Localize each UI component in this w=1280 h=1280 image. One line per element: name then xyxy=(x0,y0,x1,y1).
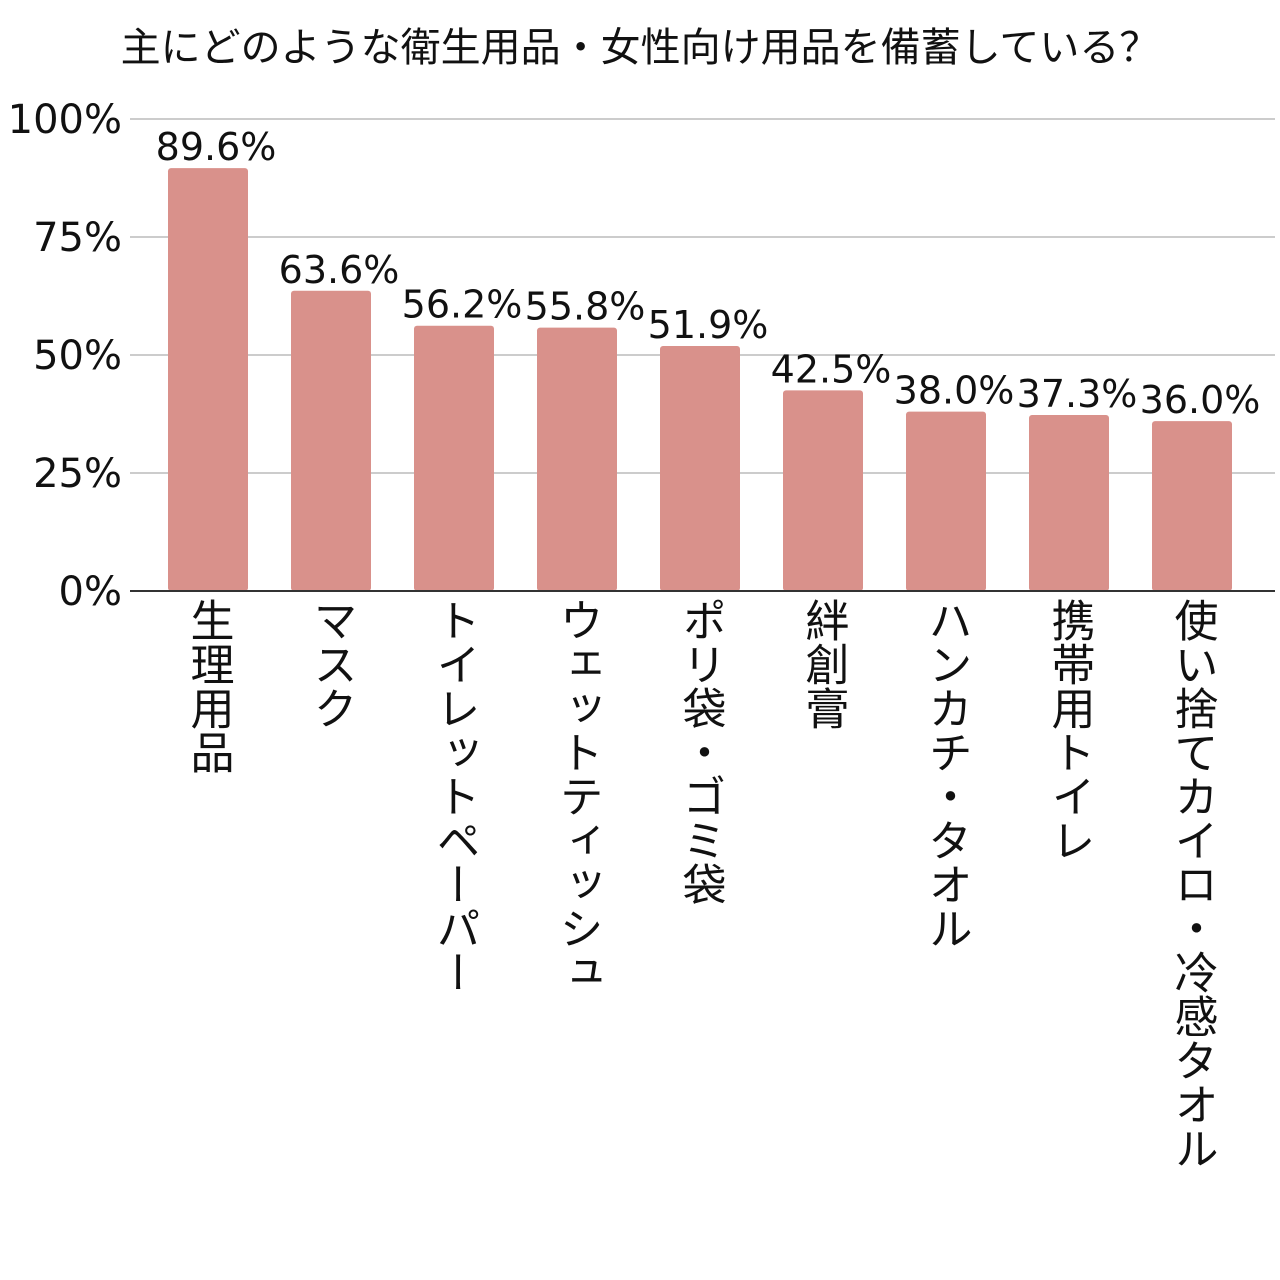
data-label: 37.3% xyxy=(1017,372,1138,416)
y-tick-label: 75% xyxy=(33,215,122,261)
data-label: 42.5% xyxy=(771,347,892,391)
y-tick-label: 100% xyxy=(8,97,122,143)
bar xyxy=(783,390,863,591)
category-label: 使い捨てカイロ・冷感タオル xyxy=(1167,598,1219,1170)
bar xyxy=(414,325,494,591)
category-label: 絆創膏 xyxy=(798,598,849,730)
y-axis-ticks: 0% 25% 50% 75% 100% xyxy=(8,97,122,615)
bar xyxy=(660,346,740,591)
category-label: トイレットペーパー xyxy=(429,598,480,994)
bar xyxy=(906,411,986,591)
category-label: ハンカチ・タオル xyxy=(921,598,972,950)
data-label: 51.9% xyxy=(648,303,769,347)
category-label: 生理用品 xyxy=(183,598,234,774)
category-label: ポリ袋・ゴミ袋 xyxy=(675,598,726,906)
data-label: 38.0% xyxy=(894,369,1015,413)
data-label: 56.2% xyxy=(402,283,523,327)
category-label: ウェットティッシュ xyxy=(552,598,603,994)
bar xyxy=(168,168,248,591)
data-labels: 89.6% 63.6%56.2% 55.8% 51.9%42.5% 38.0% 37.3%… xyxy=(156,125,1261,422)
y-tick-label: 25% xyxy=(33,451,122,497)
y-tick-label: 50% xyxy=(33,333,122,379)
data-label: 63.6% xyxy=(279,248,400,292)
data-label: 55.8% xyxy=(525,285,646,329)
bars xyxy=(168,168,1232,591)
bar xyxy=(1152,421,1232,591)
bar xyxy=(537,327,617,591)
chart-title: 主にどのような衛生用品・女性向け用品を備蓄している？ xyxy=(120,25,1160,71)
category-label: 携帯用トイレ xyxy=(1044,598,1095,862)
y-tick-label: 0% xyxy=(59,569,122,615)
bar xyxy=(1029,414,1109,591)
category-label: マスク xyxy=(306,598,357,730)
data-label: 89.6% xyxy=(156,125,277,169)
category-labels: 生理用品 マスク トイレットペーパー ウェットティッシュ ポリ袋・ゴミ袋 絆創膏 ハンカチ・… xyxy=(183,598,1219,1170)
bar xyxy=(291,290,371,591)
data-label: 36.0% xyxy=(1140,378,1261,422)
